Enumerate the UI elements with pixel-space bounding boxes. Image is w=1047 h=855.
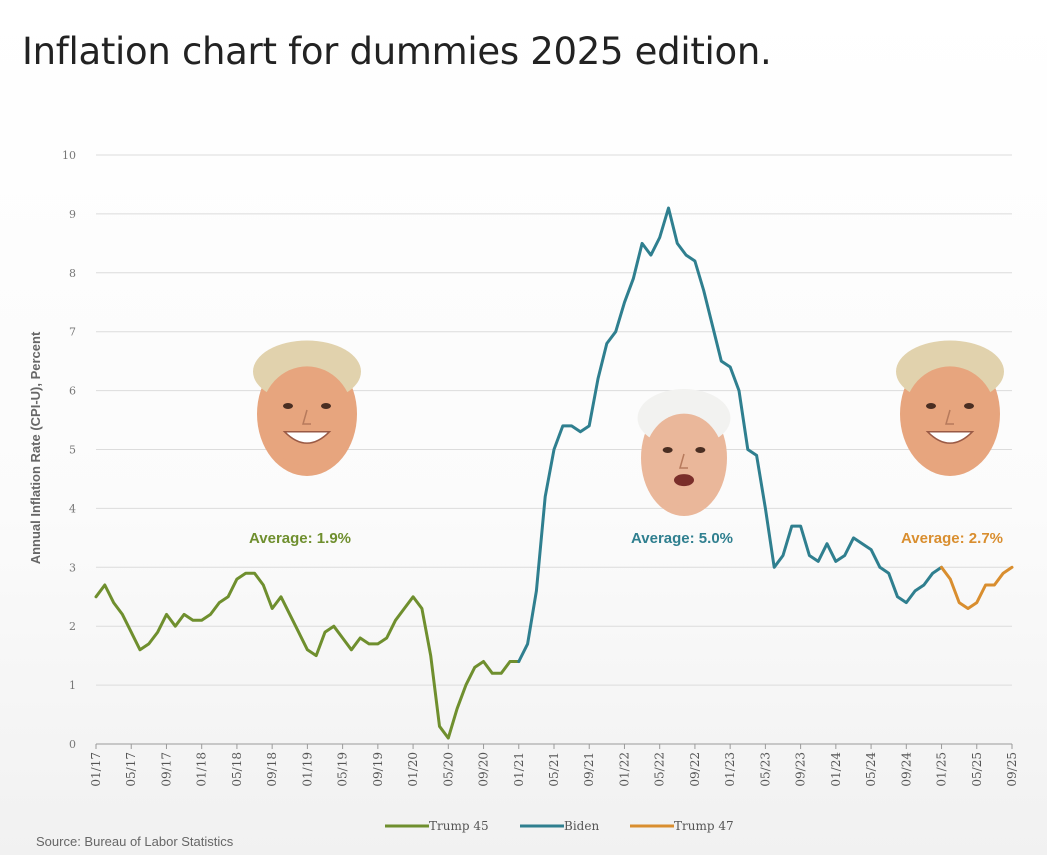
chart-title: Inflation chart for dummies 2025 edition… bbox=[22, 30, 772, 73]
y-tick-label: 2 bbox=[69, 620, 76, 633]
x-tick-label: 01/21 bbox=[512, 752, 526, 787]
legend-label: Trump 47 bbox=[674, 819, 734, 833]
y-tick-label: 3 bbox=[69, 561, 76, 574]
portraits bbox=[253, 340, 1004, 516]
average-annotations: Average: 1.9% Average: 5.0% Average: 2.7% bbox=[249, 530, 1003, 547]
x-tick-label: 09/17 bbox=[159, 752, 173, 787]
y-tick-label: 5 bbox=[69, 444, 76, 457]
average-annotation: Average: 2.7% bbox=[901, 530, 1003, 547]
y-tick-label: 4 bbox=[69, 502, 76, 515]
biden-portrait bbox=[637, 389, 731, 516]
x-tick-label: 09/22 bbox=[688, 752, 702, 787]
x-tick-label: 05/17 bbox=[124, 752, 138, 787]
x-tick-label: 01/19 bbox=[300, 752, 314, 787]
legend-label: Biden bbox=[564, 819, 599, 833]
y-tick-label: 9 bbox=[69, 208, 76, 221]
legend: Trump 45 Biden Trump 47 bbox=[385, 819, 734, 833]
average-annotation: Average: 1.9% bbox=[249, 530, 351, 547]
x-tick-label: 09/24 bbox=[899, 752, 913, 787]
average-annotation: Average: 5.0% bbox=[631, 530, 733, 547]
x-tick-label: 01/24 bbox=[829, 752, 843, 787]
x-tick-label: 05/20 bbox=[441, 752, 455, 787]
x-tick-label: 01/23 bbox=[723, 752, 737, 787]
x-tick-label: 01/25 bbox=[935, 752, 949, 787]
x-tick-label: 01/22 bbox=[617, 752, 631, 787]
trump-45-portrait bbox=[253, 340, 361, 476]
x-tick-label: 09/25 bbox=[1005, 752, 1019, 787]
series-line-trump-47 bbox=[940, 565, 1014, 610]
x-tick-label: 09/20 bbox=[477, 752, 491, 787]
legend-label: Trump 45 bbox=[429, 819, 489, 833]
x-axis-ticks: 01/17 05/17 09/17 01/18 05/18 09/18 01/19 05/19… bbox=[89, 744, 1019, 787]
trump-47-portrait bbox=[896, 340, 1004, 476]
y-axis-label: Annual Inflation Rate (CPI-U), Percent bbox=[28, 331, 43, 564]
x-tick-label: 05/18 bbox=[230, 752, 244, 787]
x-tick-label: 09/21 bbox=[582, 752, 596, 787]
x-tick-label: 05/23 bbox=[758, 752, 772, 787]
x-tick-label: 09/18 bbox=[265, 752, 279, 787]
series-lines bbox=[94, 206, 1014, 740]
gridlines bbox=[96, 154, 1012, 745]
y-tick-label: 7 bbox=[69, 326, 76, 339]
y-tick-label: 10 bbox=[62, 149, 76, 162]
y-axis-ticks: 0 1 2 3 4 5 6 7 8 9 10 bbox=[62, 149, 76, 751]
x-tick-label: 01/18 bbox=[195, 752, 209, 787]
x-tick-label: 05/21 bbox=[547, 752, 561, 787]
x-tick-label: 01/20 bbox=[406, 752, 420, 787]
x-tick-label: 09/19 bbox=[371, 752, 385, 787]
series-line-biden bbox=[517, 206, 943, 663]
y-tick-label: 1 bbox=[69, 679, 76, 692]
x-tick-label: 05/19 bbox=[336, 752, 350, 787]
series-line-trump-45 bbox=[94, 571, 521, 740]
source-note: Source: Bureau of Labor Statistics bbox=[36, 834, 234, 849]
x-tick-label: 09/23 bbox=[794, 752, 808, 787]
x-tick-label: 05/25 bbox=[970, 752, 984, 787]
x-tick-label: 01/17 bbox=[89, 752, 103, 787]
x-tick-label: 05/24 bbox=[864, 752, 878, 787]
x-tick-label: 05/22 bbox=[653, 752, 667, 787]
y-tick-label: 6 bbox=[69, 385, 76, 398]
y-tick-label: 0 bbox=[69, 738, 76, 751]
y-tick-label: 8 bbox=[69, 267, 76, 280]
